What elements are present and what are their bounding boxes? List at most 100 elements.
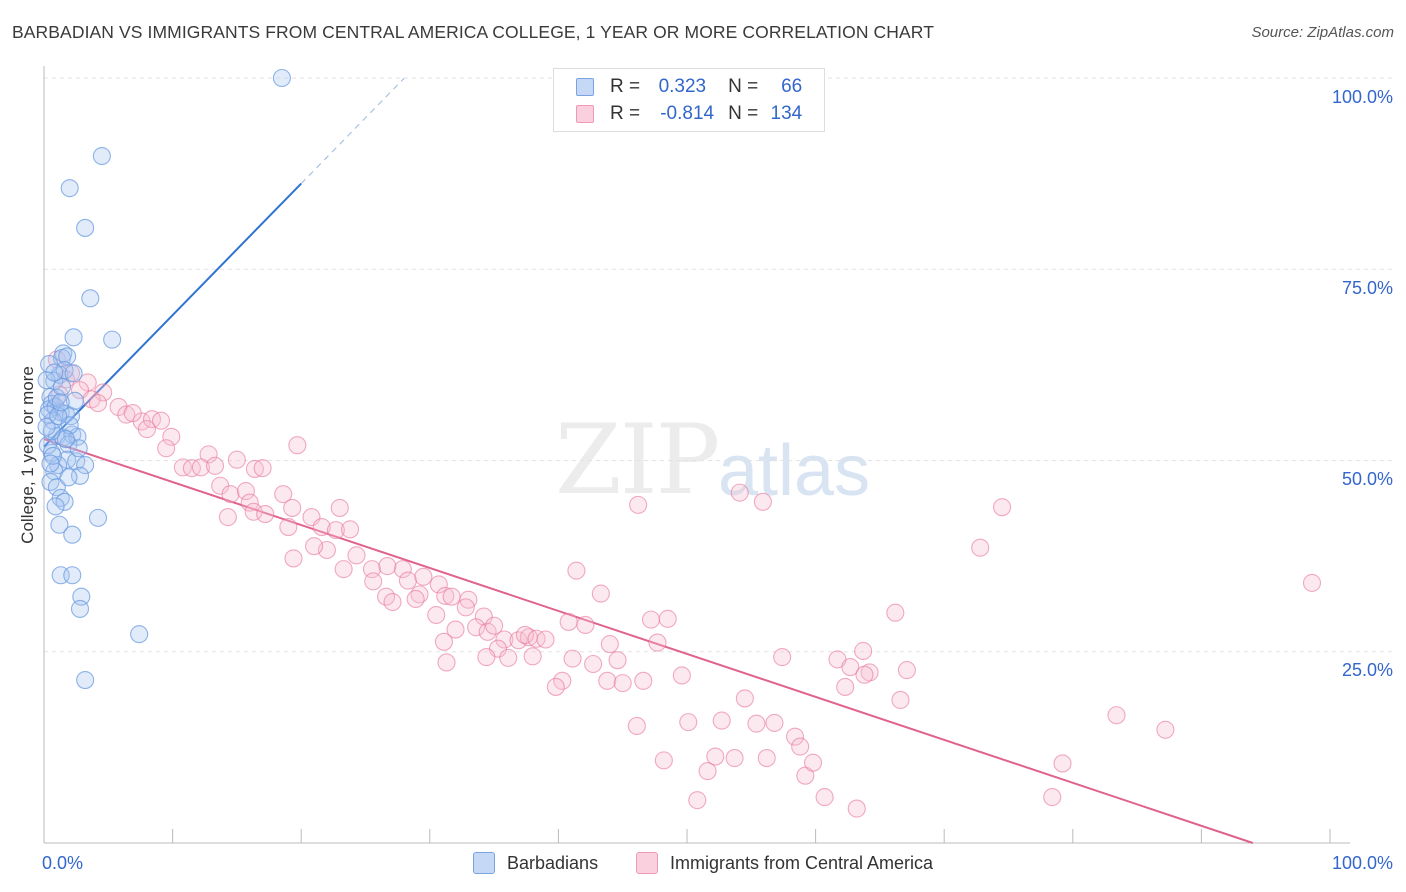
data-point-immigrants xyxy=(1107,706,1126,725)
data-point-immigrants xyxy=(88,394,108,413)
data-point-immigrants xyxy=(284,549,303,568)
data-point-immigrants xyxy=(584,654,603,674)
chart-title: BARBADIAN VS IMMIGRANTS FROM CENTRAL AME… xyxy=(12,22,935,42)
data-point-immigrants xyxy=(341,520,360,539)
y-tick-label: 100.0% xyxy=(1331,87,1393,107)
x-tick-label: 100.0% xyxy=(1331,853,1393,873)
data-point-barbadians xyxy=(103,330,122,349)
data-point-immigrants xyxy=(274,485,293,504)
data-point-immigrants xyxy=(971,538,990,557)
data-point-immigrants xyxy=(523,647,542,666)
data-point-immigrants xyxy=(256,504,275,524)
data-point-barbadians xyxy=(70,599,90,618)
data-point-immigrants xyxy=(142,410,162,429)
data-point-immigrants xyxy=(227,450,246,469)
data-point-immigrants xyxy=(151,411,171,430)
data-point-barbadians xyxy=(38,436,57,455)
data-point-immigrants xyxy=(312,518,331,537)
data-point-immigrants xyxy=(326,521,345,540)
data-point-immigrants xyxy=(1053,754,1072,773)
data-point-immigrants xyxy=(608,651,627,670)
data-point-immigrants xyxy=(334,560,353,579)
data-point-immigrants xyxy=(218,508,237,527)
data-point-immigrants xyxy=(730,483,749,502)
data-point-immigrants xyxy=(495,630,514,649)
data-point-immigrants xyxy=(436,586,455,605)
data-point-immigrants xyxy=(634,671,653,690)
legend-row-barbadians: R = 0.323 N = 66 xyxy=(576,74,802,100)
data-point-immigrants xyxy=(244,502,263,521)
data-point-immigrants xyxy=(236,482,255,501)
data-point-barbadians xyxy=(37,417,56,436)
data-point-immigrants xyxy=(576,615,595,635)
trend-line-barbadians-extension xyxy=(300,77,405,184)
data-point-immigrants xyxy=(753,492,772,511)
legend-swatch-pink xyxy=(576,105,594,123)
data-point-immigrants xyxy=(785,727,805,746)
data-point-immigrants xyxy=(841,657,860,677)
data-point-immigrants xyxy=(330,498,349,517)
data-point-immigrants xyxy=(747,714,766,733)
data-point-immigrants xyxy=(499,648,518,667)
data-point-immigrants xyxy=(253,459,272,478)
data-point-immigrants xyxy=(467,618,486,637)
r-value: -0.814 xyxy=(660,103,715,124)
data-point-barbadians xyxy=(50,515,69,534)
data-point-immigrants xyxy=(1302,573,1322,592)
data-point-immigrants xyxy=(117,405,136,424)
data-point-barbadians xyxy=(76,671,95,690)
data-point-immigrants xyxy=(591,584,610,603)
data-point-immigrants xyxy=(205,456,225,475)
data-point-immigrants xyxy=(240,493,259,512)
data-point-barbadians xyxy=(55,492,74,511)
data-point-immigrants xyxy=(414,567,433,586)
data-point-immigrants xyxy=(897,661,916,680)
data-point-immigrants xyxy=(641,610,661,629)
data-point-immigrants xyxy=(600,635,619,654)
data-point-immigrants xyxy=(456,598,475,617)
data-point-immigrants xyxy=(94,383,113,402)
data-point-barbadians xyxy=(76,218,95,237)
data-point-immigrants xyxy=(437,653,456,672)
data-point-immigrants xyxy=(288,436,307,455)
data-point-barbadians xyxy=(40,355,59,374)
legend-label: Immigrants from Central America xyxy=(670,852,934,873)
data-point-immigrants xyxy=(427,605,446,625)
data-point-immigrants xyxy=(773,648,792,667)
data-point-barbadians xyxy=(61,407,81,426)
data-point-immigrants xyxy=(648,633,667,652)
r-label: R = xyxy=(610,76,641,97)
data-point-immigrants xyxy=(654,751,673,770)
legend-item-barbadians[interactable]: Barbadians xyxy=(473,852,598,874)
data-point-immigrants xyxy=(803,753,823,772)
data-point-barbadians xyxy=(272,68,291,88)
data-point-immigrants xyxy=(629,495,648,514)
legend-row-immigrants: R = -0.814 N = 134 xyxy=(576,101,802,127)
data-point-barbadians xyxy=(47,478,66,497)
y-tick-label: 75.0% xyxy=(1341,278,1393,298)
data-point-immigrants xyxy=(598,671,617,690)
trend-lines xyxy=(43,77,1254,844)
r-label: R = xyxy=(610,103,641,124)
data-point-immigrants xyxy=(627,716,646,736)
data-point-barbadians xyxy=(60,179,79,198)
data-point-immigrants xyxy=(672,666,691,685)
data-point-immigrants xyxy=(279,518,298,537)
data-point-immigrants xyxy=(305,537,324,556)
data-point-immigrants xyxy=(1156,720,1175,739)
data-point-immigrants xyxy=(993,498,1012,517)
data-point-barbadians xyxy=(58,450,77,469)
series-immigrants-points xyxy=(47,350,1322,818)
watermark-atlas: atlas xyxy=(718,431,871,511)
data-point-immigrants xyxy=(765,713,784,732)
data-point-immigrants xyxy=(688,791,707,810)
legend-swatch-blue xyxy=(473,852,495,874)
data-point-barbadians xyxy=(52,378,72,397)
y-tick-label: 50.0% xyxy=(1341,469,1393,489)
data-point-barbadians xyxy=(63,525,82,544)
data-point-barbadians xyxy=(58,347,77,366)
legend-item-immigrants[interactable]: Immigrants from Central America xyxy=(636,852,933,874)
data-point-immigrants xyxy=(735,689,754,708)
data-point-barbadians xyxy=(65,391,84,410)
data-point-immigrants xyxy=(393,560,412,579)
